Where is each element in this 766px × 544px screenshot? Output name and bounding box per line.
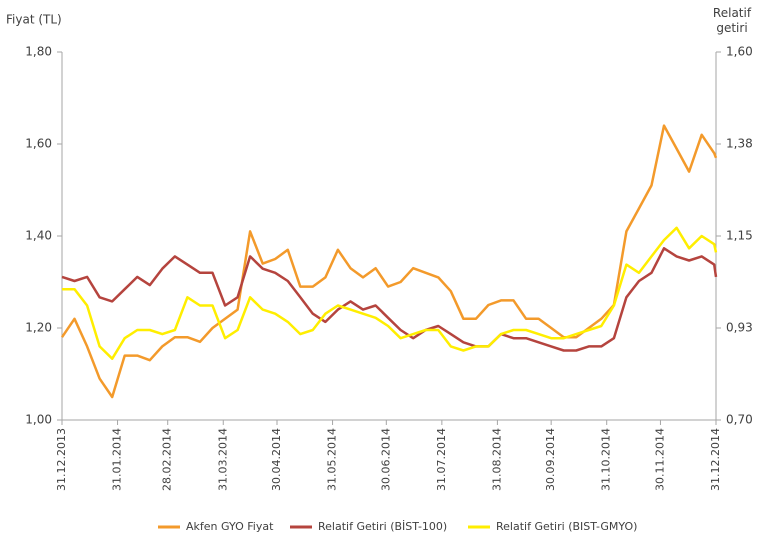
legend-item: Akfen GYO Fiyat	[158, 520, 274, 533]
x-tick-label: 30.04.2014	[270, 428, 283, 491]
x-tick-label: 30.06.2014	[379, 428, 392, 491]
legend-label: Relatif Getiri (BİST-100)	[318, 520, 447, 533]
y-axis-title: Fiyat (TL)	[6, 13, 62, 27]
y-tick-label: 1,40	[25, 229, 52, 243]
legend-label: Akfen GYO Fiyat	[186, 520, 274, 533]
y2-axis-title: Relatif getiri	[712, 6, 752, 35]
y-tick-label: 1,00	[25, 413, 52, 427]
y-tick-label: 1,80	[25, 45, 52, 59]
y2-tick-label: 0,93	[726, 321, 753, 335]
series-line	[60, 124, 718, 399]
y-tick-label: 1,20	[25, 321, 52, 335]
x-tick-label: 30.09.2014	[544, 428, 557, 491]
y2-tick-label: 1,60	[726, 45, 753, 59]
legend-item: Relatif Getiri (BIST-GMYO)	[468, 520, 637, 533]
x-tick-label: 31.05.2014	[326, 428, 339, 491]
y2-tick-label: 0,70	[726, 413, 753, 427]
x-tick-label: 28.02.2014	[161, 428, 174, 491]
series-line	[62, 226, 718, 360]
x-tick-label: 31.12.2014	[709, 428, 722, 491]
series-line	[61, 247, 718, 352]
legend-item: Relatif Getiri (BİST-100)	[290, 520, 447, 533]
x-tick-label: 31.10.2014	[600, 428, 613, 491]
x-tick-label: 31.12.2013	[55, 428, 68, 491]
x-tick-label: 30.11.2014	[653, 428, 666, 491]
x-tick-label: 31.07.2014	[435, 428, 448, 491]
y2-tick-label: 1,15	[726, 229, 753, 243]
y2-tick-label: 1,38	[726, 137, 753, 151]
x-tick-label: 31.03.2014	[216, 428, 229, 491]
legend-label: Relatif Getiri (BIST-GMYO)	[496, 520, 637, 533]
x-tick-label: 31.08.2014	[490, 428, 503, 491]
y-tick-label: 1,60	[25, 137, 52, 151]
x-tick-label: 31.01.2014	[111, 428, 124, 491]
